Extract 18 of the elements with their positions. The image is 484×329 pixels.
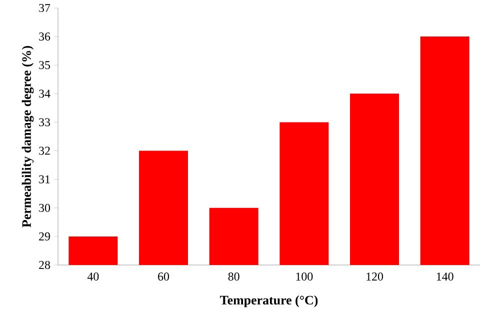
y-tick-label: 36 — [39, 32, 50, 41]
x-axis-title: Temperature (°C) — [220, 295, 318, 308]
y-tick-label: 29 — [39, 232, 50, 240]
y-tick-label: 37 — [39, 4, 50, 12]
y-axis-title: Permeability damage degree (%) — [22, 46, 34, 228]
x-tick-label: 120 — [366, 272, 384, 281]
x-tick-label: 40 — [87, 272, 99, 281]
y-tick-label: 28 — [39, 260, 50, 270]
x-tick-label: 140 — [436, 272, 454, 281]
y-tick-label: 35 — [39, 61, 50, 70]
x-tick-label: 100 — [296, 272, 313, 281]
y-tick-label: 33 — [39, 118, 50, 126]
y-tick-label: 30 — [39, 204, 50, 212]
y-tick-label: 31 — [39, 175, 50, 184]
y-tick-label: 34 — [39, 90, 50, 98]
x-tick-label: 60 — [158, 272, 170, 281]
y-tick-label: 32 — [39, 146, 50, 155]
x-tick-label: 80 — [228, 272, 240, 281]
